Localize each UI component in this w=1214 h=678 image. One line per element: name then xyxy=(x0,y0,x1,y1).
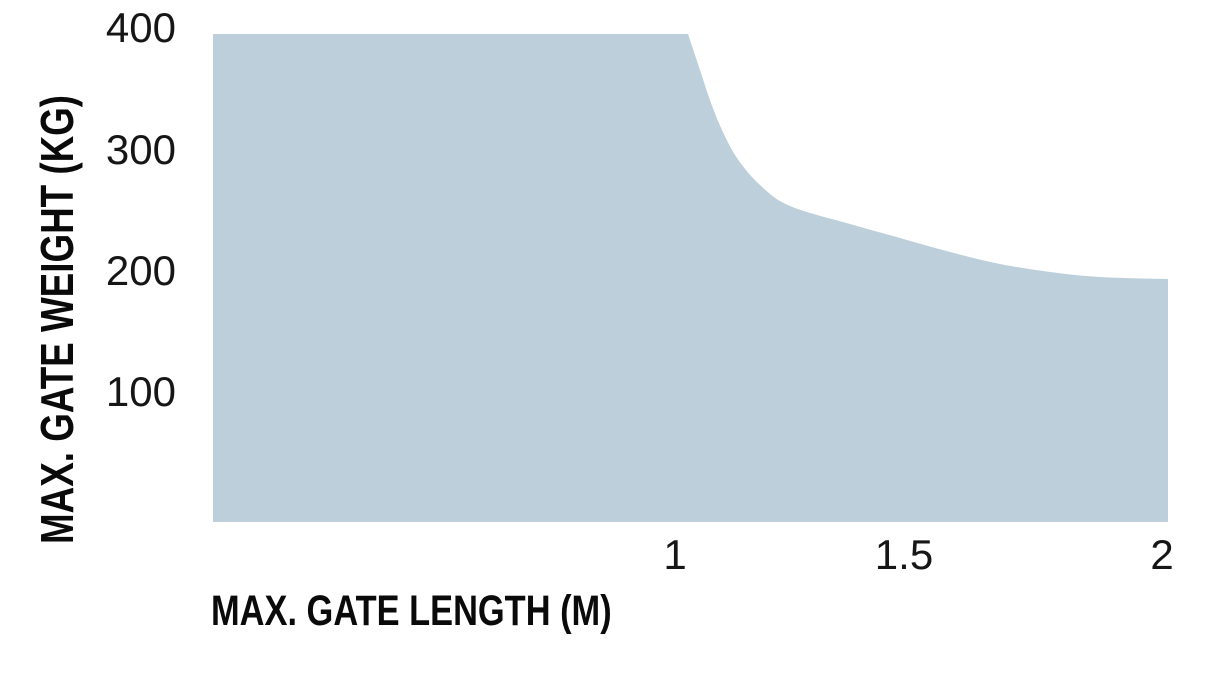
x-tick-label: 1.5 xyxy=(874,531,934,578)
x-tick-label: 1 xyxy=(663,531,687,578)
y-tick-label: 200 xyxy=(105,247,176,294)
y-tick-label: 300 xyxy=(105,126,176,173)
x-tick-label: 2 xyxy=(1150,531,1174,578)
y-tick-label: 100 xyxy=(105,368,176,415)
y-tick-label: 400 xyxy=(105,4,176,51)
y-axis-title: MAX. GATE WEIGHT (KG) xyxy=(31,94,83,544)
allowed-region-area xyxy=(213,34,1168,522)
x-axis-title: MAX. GATE LENGTH (M) xyxy=(211,587,612,635)
